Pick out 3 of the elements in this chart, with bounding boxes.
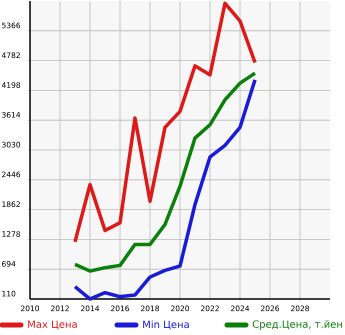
legend-label: Min Цена <box>143 320 189 330</box>
legend-label: Max Цена <box>28 320 77 330</box>
legend-label: Сред.Цена, т.йен <box>252 320 342 330</box>
